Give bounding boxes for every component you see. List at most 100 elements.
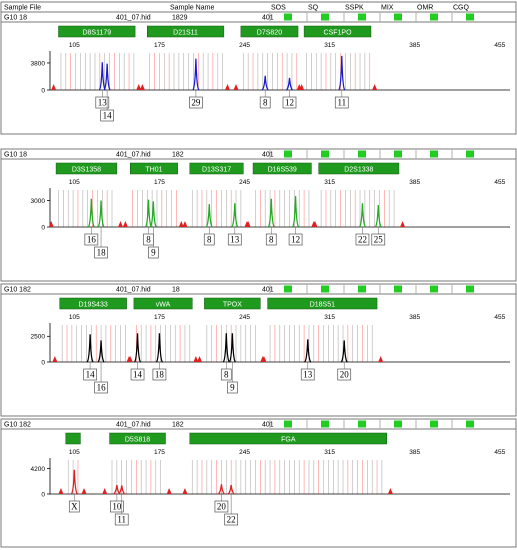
flag-indicator-3 xyxy=(394,13,402,21)
allele-call-box xyxy=(94,246,108,259)
locus-bar xyxy=(109,432,166,445)
allele-call-label: 14 xyxy=(103,111,113,121)
x-tick-label: 245 xyxy=(239,314,250,321)
flag-indicator-5 xyxy=(466,285,474,293)
flag-indicator-0 xyxy=(284,420,292,428)
y-tick-label: 0 xyxy=(41,87,45,94)
x-tick-label: 315 xyxy=(324,179,335,186)
allele-call-box xyxy=(114,513,129,526)
sample-name-header: Sample Name xyxy=(170,5,214,12)
flag-indicator-5 xyxy=(466,420,474,428)
pullup-peak xyxy=(193,356,199,362)
locus-bar xyxy=(147,25,225,38)
x-tick-label: 105 xyxy=(69,42,80,49)
flag-indicator-0 xyxy=(284,13,292,21)
panel-blue: Sample File Sample Name SOS SQ SSPK MIX OMR CGQ… xyxy=(0,1,517,135)
allele-call-label: 8 xyxy=(224,370,229,380)
locus-bar xyxy=(267,297,378,310)
locus-label: D21S11 xyxy=(173,30,198,37)
peak-green xyxy=(205,204,213,228)
flag-indicator-5 xyxy=(466,150,474,158)
allele-call-label: 20 xyxy=(217,502,227,512)
panel-black: G10 182 401_07.hid 18 401 D19S433 vWA TPOX D18S… xyxy=(0,283,517,417)
peak-blue xyxy=(338,55,346,91)
pullup-peak xyxy=(182,488,188,494)
locus-bar xyxy=(133,297,193,310)
allele-call-box xyxy=(337,368,352,381)
flag-indicator-2 xyxy=(358,420,366,428)
locus-label: D18S51 xyxy=(310,302,335,309)
allele-call-label: 22 xyxy=(227,515,236,525)
allele-call-box xyxy=(147,246,159,259)
locus-bar xyxy=(303,25,372,38)
sample-extra: 401 xyxy=(262,15,274,22)
pullup-peak xyxy=(136,84,142,90)
sample-file: 401_07.hid xyxy=(116,287,151,294)
allele-call-label: 10 xyxy=(112,502,122,512)
peak-black xyxy=(222,333,230,363)
x-tick-label: 455 xyxy=(494,449,505,456)
allele-call-box xyxy=(152,368,167,381)
flag-indicator-4 xyxy=(430,13,438,21)
locus-label: D8S1179 xyxy=(82,30,111,37)
pullup-peak xyxy=(311,221,317,227)
peak-black xyxy=(97,340,105,363)
locus-bar xyxy=(189,432,388,445)
peak-green xyxy=(267,198,275,228)
allele-call-box xyxy=(100,109,114,122)
panel-red: G10 182 401_07.hid 182 401 D5S818 FGA 105 175 24… xyxy=(0,418,517,548)
peak-blue xyxy=(261,75,269,91)
pullup-peak xyxy=(245,221,251,227)
flag-indicator-1 xyxy=(321,150,329,158)
pullup-peak xyxy=(378,356,384,362)
pullup-peak xyxy=(118,221,124,227)
pullup-peak xyxy=(387,488,393,494)
x-tick-label: 455 xyxy=(494,314,505,321)
pullup-peak xyxy=(81,488,87,494)
x-tick-label: 385 xyxy=(409,449,420,456)
allele-call-box xyxy=(355,233,370,246)
pullup-peak xyxy=(166,488,172,494)
pullup-peak xyxy=(197,356,203,362)
locus-bar xyxy=(59,297,127,310)
flag-header-sq: SQ xyxy=(308,5,319,12)
peak-green xyxy=(231,203,239,228)
locus-label: vWA xyxy=(156,302,171,309)
allele-call-label: 13 xyxy=(230,235,240,245)
y-tick-label: 3000 xyxy=(31,198,46,205)
allele-call-box xyxy=(259,96,271,109)
pullup-peak xyxy=(48,221,54,227)
allele-call-box xyxy=(110,500,124,513)
locus-label: D19S433 xyxy=(79,302,108,309)
locus-label: D2S1338 xyxy=(344,167,373,174)
locus-label: CSF1PO xyxy=(324,30,353,37)
x-tick-label: 175 xyxy=(154,449,165,456)
allele-call-label: 14 xyxy=(133,370,143,380)
allele-call-label: 11 xyxy=(337,98,346,108)
flag-indicator-2 xyxy=(358,150,366,158)
locus-label: D16S539 xyxy=(268,167,297,174)
pullup-peak xyxy=(372,84,378,90)
sample-file-header: Sample File xyxy=(4,5,41,12)
allele-call-box xyxy=(288,233,303,246)
x-tick-label: 175 xyxy=(154,179,165,186)
allele-call-box xyxy=(214,500,229,513)
x-tick-label: 385 xyxy=(409,42,420,49)
allele-call-box xyxy=(334,96,349,109)
allele-call-box xyxy=(227,233,242,246)
flag-header-omr: OMR xyxy=(417,5,433,12)
sample-well: G10 18 xyxy=(4,15,27,22)
locus-label: FGA xyxy=(281,437,296,444)
allele-call-label: 18 xyxy=(97,248,107,258)
peak-green xyxy=(374,204,382,228)
locus-label: D3S1358 xyxy=(72,167,101,174)
x-tick-label: 175 xyxy=(154,314,165,321)
locus-label: D7S820 xyxy=(257,30,282,37)
allele-call-label: 22 xyxy=(358,235,367,245)
allele-call-label: 8 xyxy=(263,98,268,108)
allele-call-label: 9 xyxy=(230,383,235,393)
allele-call-box xyxy=(220,368,232,381)
peak-black xyxy=(86,334,94,363)
locus-bar xyxy=(129,162,178,175)
pullup-peak xyxy=(52,356,58,362)
